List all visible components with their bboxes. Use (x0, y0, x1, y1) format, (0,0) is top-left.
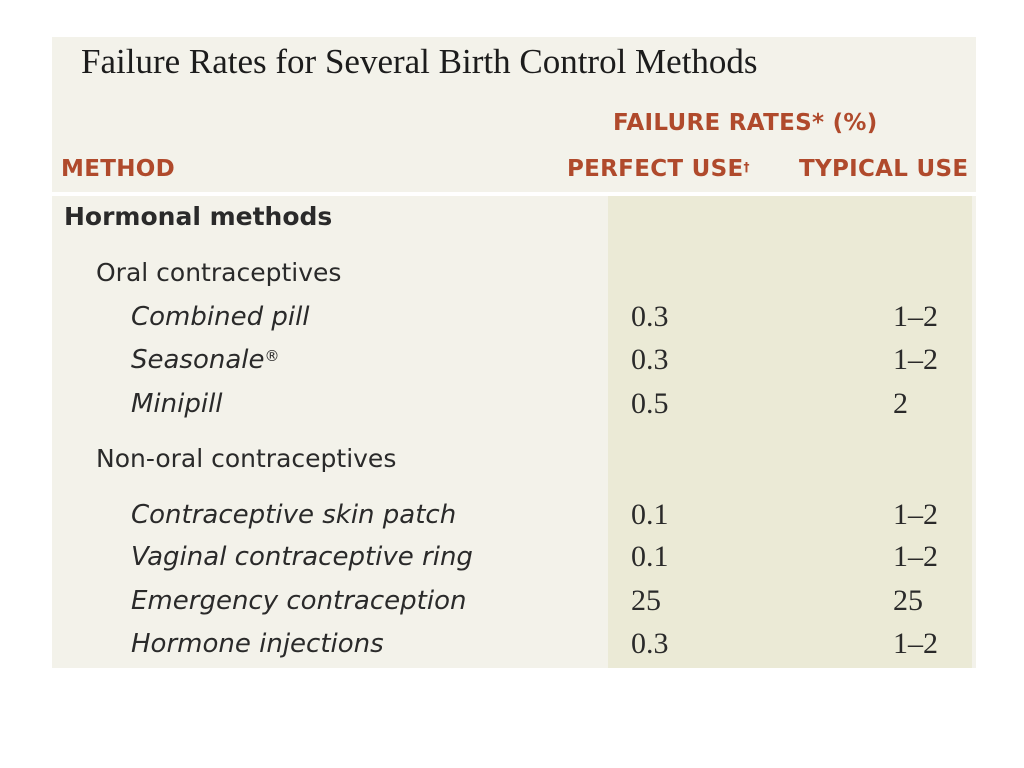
method-name: Combined pill (131, 302, 310, 332)
method-name: Non-oral contraceptives (96, 444, 397, 473)
method-label: Oral contraceptives (96, 253, 341, 293)
header-divider (52, 192, 976, 196)
method-column-header: METHOD (61, 156, 175, 182)
method-name: Hormone injections (131, 629, 384, 659)
table-row: Contraceptive skin patch 0.1 1–2 (52, 495, 976, 535)
method-label: Combined pill (131, 297, 310, 337)
table-row: Vaginal contraceptive ring 0.1 1–2 (52, 537, 976, 577)
method-label: Seasonale® (131, 340, 280, 380)
typical-use-value: 1–2 (893, 498, 938, 531)
table-title: Failure Rates for Several Birth Control … (81, 42, 758, 81)
table-subgroup-row: Oral contraceptives (52, 253, 976, 293)
method-label: Emergency contraception (131, 581, 466, 621)
table-row: Combined pill 0.3 1–2 (52, 297, 976, 337)
perfect-use-value: 0.5 (631, 387, 669, 420)
failure-rates-table: Failure Rates for Several Birth Control … (52, 37, 976, 668)
dagger-footnote-mark: † (743, 160, 750, 174)
table-row: Emergency contraception 25 25 (52, 581, 976, 621)
method-label: Minipill (131, 384, 223, 424)
method-name: Hormonal methods (64, 202, 333, 231)
table-row: Hormone injections 0.3 1–2 (52, 624, 976, 664)
typical-use-value: 1–2 (893, 540, 938, 573)
method-label: Vaginal contraceptive ring (131, 537, 473, 577)
method-name: Minipill (131, 389, 223, 419)
typical-use-value: 1–2 (893, 627, 938, 660)
method-name: Seasonale (131, 345, 265, 375)
perfect-use-value: 0.1 (631, 498, 669, 531)
typical-use-column-header: TYPICAL USE (799, 156, 969, 182)
perfect-use-value: 25 (631, 584, 661, 617)
method-name: Vaginal contraceptive ring (131, 542, 473, 572)
method-name: Oral contraceptives (96, 258, 342, 287)
perfect-use-label: PERFECT USE (567, 156, 744, 182)
method-label: Non-oral contraceptives (96, 439, 396, 479)
table-subgroup-row: Non-oral contraceptives (52, 439, 976, 479)
registered-mark: ® (264, 347, 280, 365)
method-label: Hormone injections (131, 624, 384, 664)
perfect-use-value: 0.3 (631, 343, 669, 376)
typical-use-value: 25 (893, 584, 923, 617)
perfect-use-column-header: PERFECT USE† (567, 155, 750, 183)
perfect-use-value: 0.3 (631, 627, 669, 660)
perfect-use-value: 0.1 (631, 540, 669, 573)
typical-use-value: 1–2 (893, 343, 938, 376)
method-label: Contraceptive skin patch (131, 495, 456, 535)
typical-use-value: 1–2 (893, 300, 938, 333)
perfect-use-value: 0.3 (631, 300, 669, 333)
failure-rates-group-header: FAILURE RATES* (%) (613, 110, 878, 136)
typical-use-value: 2 (893, 387, 908, 420)
values-column-band (608, 196, 972, 668)
method-name: Contraceptive skin patch (131, 500, 457, 530)
method-name: Emergency contraception (131, 586, 467, 616)
table-group-row: Hormonal methods (52, 197, 976, 237)
table-row: Seasonale® 0.3 1–2 (52, 340, 976, 380)
table-row: Minipill 0.5 2 (52, 384, 976, 424)
method-label: Hormonal methods (64, 197, 332, 237)
